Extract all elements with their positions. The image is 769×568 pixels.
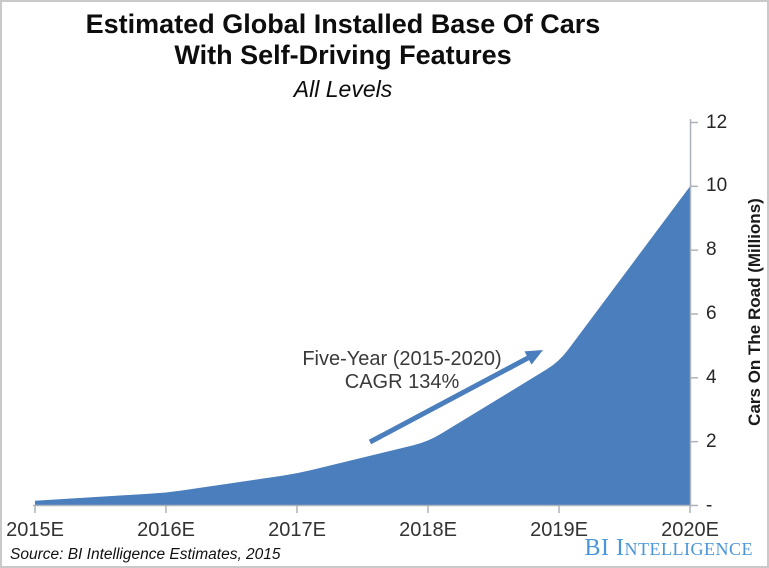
cagr-annotation: Five-Year (2015-2020) CAGR 134% (302, 348, 501, 394)
source-note: Source: BI Intelligence Estimates, 2015 (10, 546, 281, 563)
x-tick-label: 2019E (530, 519, 588, 541)
y-tick-label: 10 (706, 175, 728, 197)
bi-intelligence-logo: BI INTELLIGENCE (585, 535, 753, 562)
y-axis-title: Cars On The Road (Millions) (745, 198, 764, 426)
x-tick-label: 2016E (137, 519, 195, 541)
chart-title: Estimated Global Installed Base Of Cars … (2, 9, 684, 103)
chart-title-line-1: Estimated Global Installed Base Of Cars (85, 9, 601, 39)
chart-subtitle: All Levels (293, 76, 393, 102)
bi-intelligence-logo-large: BI I (584, 535, 625, 561)
y-tick-label: 4 (706, 366, 717, 388)
area-series (35, 186, 690, 506)
y-tick-label: - (706, 494, 713, 516)
y-tick-label: 6 (706, 303, 717, 324)
cagr-annotation-line-1: Five-Year (2015-2020) (302, 348, 502, 370)
y-tick-label: 8 (706, 239, 717, 261)
bi-intelligence-logo-small: NTELLIGENCE (624, 539, 753, 559)
x-tick-label: 2015E (6, 519, 64, 541)
x-tick-label: 2018E (399, 519, 457, 541)
cagr-annotation-line-2: CAGR 134% (344, 371, 460, 393)
growth-arrow-shaft (368, 354, 532, 445)
y-tick-label: 12 (706, 111, 728, 133)
growth-arrow-head (524, 350, 543, 365)
chart-title-line-2: With Self-Driving Features (174, 40, 512, 70)
x-tick-label: 2017E (268, 519, 326, 541)
y-tick-label: 2 (706, 430, 717, 452)
x-tick-label: 2020E (661, 519, 719, 541)
